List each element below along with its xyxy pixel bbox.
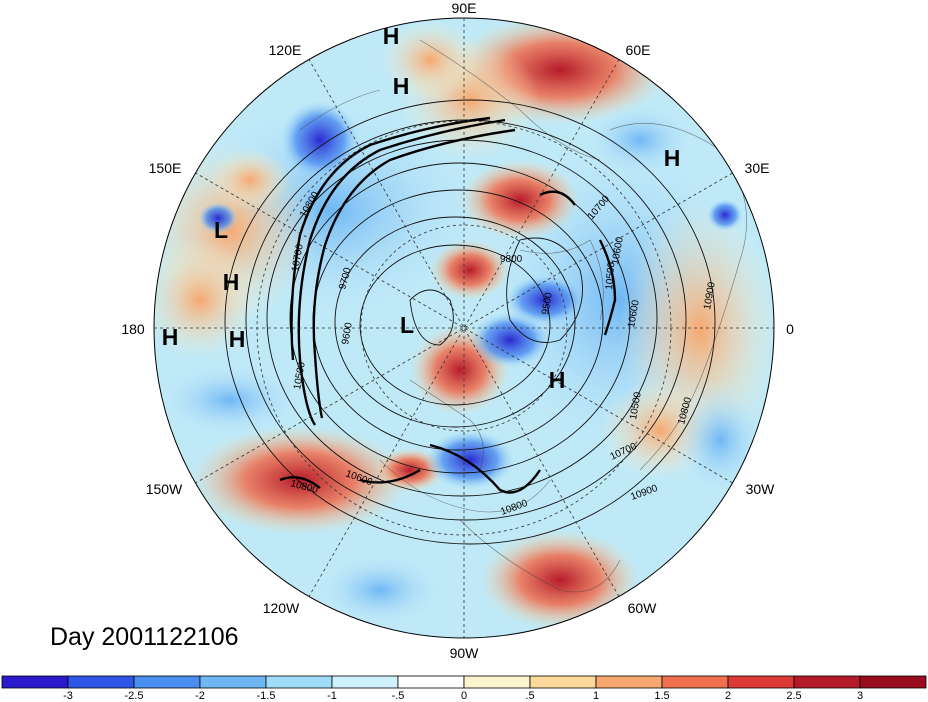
contour-label: 9500 — [540, 291, 555, 315]
pressure-centers: H H H L H H H L H — [162, 23, 681, 393]
colorbar-swatch — [265, 675, 333, 689]
colorbar-tick-label: -2.5 — [125, 690, 144, 702]
colorbar-swatch — [529, 675, 597, 689]
colorbar-swatch — [463, 675, 531, 689]
colorbar-tick-label: 2.5 — [786, 690, 801, 702]
colorbar-tick-label: 2 — [725, 690, 731, 702]
lon-label-120e: 120E — [269, 42, 302, 58]
lon-label-180: 180 — [121, 321, 145, 337]
colorbar-swatch — [199, 675, 267, 689]
colorbar-tick-label: -1.5 — [257, 690, 276, 702]
colorbar-swatch — [67, 675, 135, 689]
colorbar-swatch — [661, 675, 729, 689]
colorbar-tick-label: 0 — [461, 690, 467, 702]
lon-label-60e: 60E — [626, 42, 651, 58]
colorbar-swatch — [859, 675, 927, 689]
colorbar-swatch — [1, 675, 69, 689]
contour-label: 9800 — [500, 254, 523, 265]
colorbar-tick-label: -2 — [195, 690, 205, 702]
colorbar-swatch — [727, 675, 795, 689]
contour-label: 10500 — [628, 391, 644, 421]
colorbar-swatch — [595, 675, 663, 689]
day-title: Day 2001122106 — [50, 623, 239, 651]
high-pressure-marker: H — [383, 23, 400, 49]
lon-label-150e: 150E — [149, 160, 182, 176]
colorbar-tick-label: 1.5 — [654, 690, 669, 702]
lon-label-150w: 150W — [146, 481, 183, 497]
colorbar-tick-label: -.5 — [392, 690, 405, 702]
lon-label-90w: 90W — [450, 645, 480, 661]
contour-label: 10600 — [610, 236, 626, 266]
high-pressure-marker: H — [549, 367, 566, 393]
colorbar-tick-label: .5 — [525, 690, 534, 702]
high-pressure-marker: H — [162, 324, 179, 350]
colorbar-tick-label: -3 — [63, 690, 73, 702]
contour-label: 10600 — [626, 299, 642, 329]
colorbar-swatch — [793, 675, 861, 689]
lon-label-90e: 90E — [452, 0, 477, 16]
contour-label: 10500 — [292, 361, 308, 391]
colorbar: -3 -2.5 -2 -1.5 -1 -.5 0 .5 1 1.5 2 2.5 3 — [1, 675, 927, 702]
colorbar-swatch — [397, 675, 465, 689]
contour-label: 10500 — [604, 261, 617, 290]
lon-label-30e: 30E — [745, 160, 770, 176]
anomaly-field — [154, 18, 774, 638]
lon-label-120w: 120W — [263, 600, 300, 616]
colorbar-tick-label: 3 — [857, 690, 863, 702]
lon-label-60w: 60W — [628, 600, 658, 616]
colorbar-swatch — [331, 675, 399, 689]
colorbar-tick-label: 1 — [593, 690, 599, 702]
high-pressure-marker: H — [229, 326, 246, 352]
colorbar-swatch — [133, 675, 201, 689]
high-pressure-marker: H — [223, 269, 240, 295]
high-pressure-marker: H — [664, 145, 681, 171]
lon-label-0: 0 — [786, 321, 794, 337]
high-pressure-marker: H — [393, 73, 410, 99]
low-pressure-marker: L — [400, 312, 414, 338]
contour-label: 10700 — [290, 243, 306, 273]
colorbar-tick-label: -1 — [327, 690, 337, 702]
contour-label: 10900 — [702, 281, 718, 311]
low-pressure-marker: L — [214, 217, 228, 243]
longitude-labels: 90E 60E 30E 0 30W 60W 90W 120W 150W 180 … — [121, 0, 794, 661]
lon-label-30w: 30W — [746, 481, 776, 497]
contour-label: 9600 — [340, 321, 355, 345]
